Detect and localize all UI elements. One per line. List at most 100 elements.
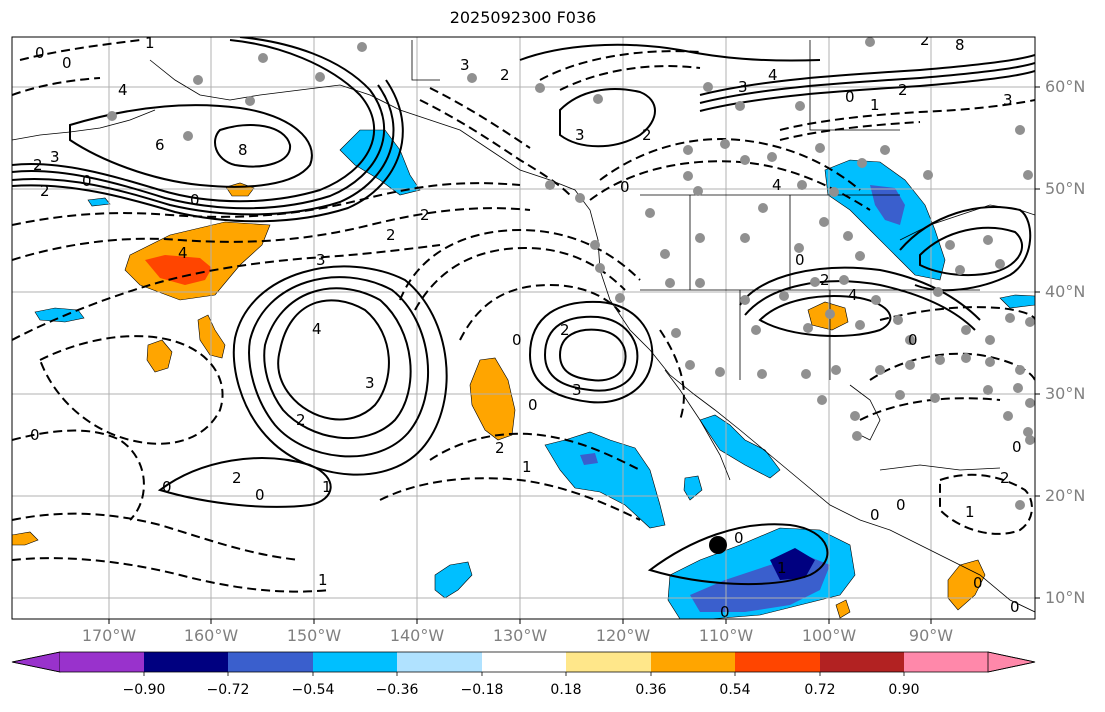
lon-label: 140°W <box>389 626 445 645</box>
contour-label: 3 <box>1003 91 1013 109</box>
lon-label: 110°W <box>698 626 754 645</box>
contour-label: 2 <box>40 182 50 200</box>
contour-label: 1 <box>777 559 787 577</box>
contour-label: 0 <box>528 396 538 414</box>
lon-label: 100°W <box>801 626 857 645</box>
contour-label: 2 <box>33 156 43 174</box>
colorbar-segment <box>566 652 651 672</box>
colorbar-label: 0.18 <box>550 682 582 698</box>
lon-label: 120°W <box>595 626 651 645</box>
contour-label: 2 <box>642 126 652 144</box>
very-strong-negative-shading <box>770 548 815 580</box>
colorbar-extend-high <box>987 651 1036 673</box>
contour-label: 0 <box>896 496 906 514</box>
contour-label: 0 <box>62 54 72 72</box>
contour-label: 6 <box>155 136 165 154</box>
contour-label: 0 <box>734 529 744 547</box>
contour-label: 3 <box>460 56 470 74</box>
contour-label: 2 <box>898 81 908 99</box>
colorbar-segment <box>144 652 228 672</box>
colorbar-segment <box>60 652 144 672</box>
colorbar-outline <box>11 651 1036 673</box>
contour-label: 1 <box>965 503 975 521</box>
lon-label: 160°W <box>183 626 239 645</box>
station-markers <box>107 37 1035 510</box>
contour-label: 3 <box>572 381 582 399</box>
contour-label: 8 <box>955 36 965 54</box>
contour-label: 2 <box>500 66 510 84</box>
contour-label: 0 <box>795 251 805 269</box>
contour-label: 0 <box>620 178 630 196</box>
contour-label: 3 <box>50 148 60 166</box>
contour-label: 0 <box>162 478 172 496</box>
contour-label: 4 <box>848 286 858 304</box>
lat-label: 30°N <box>1045 384 1086 403</box>
lon-label: 170°W <box>81 626 137 645</box>
colorbar-segment <box>482 652 566 672</box>
contour-label: 0 <box>973 574 983 592</box>
colorbar-label: 0.72 <box>804 682 836 698</box>
contour-label: 0 <box>30 426 40 444</box>
contour-label: 0 <box>720 603 730 621</box>
lat-label: 20°N <box>1045 486 1086 505</box>
lat-label: 50°N <box>1045 179 1086 198</box>
contour-label: 2 <box>296 411 306 429</box>
contour-label: 0 <box>190 191 200 209</box>
colorbar-label: 0.54 <box>719 682 751 698</box>
contour-label: 1 <box>322 478 332 496</box>
colorbar-extend-low <box>11 651 61 673</box>
contour-label: 4 <box>768 66 778 84</box>
colorbar-segment <box>820 652 904 672</box>
contour-label: 0 <box>255 486 265 504</box>
contour-label: 4 <box>178 244 188 262</box>
colorbar-label: −0.72 <box>206 682 250 698</box>
lat-label: 10°N <box>1045 588 1086 607</box>
contour-label: 0 <box>908 331 918 349</box>
map-frame-bg <box>12 37 1035 619</box>
colorbar <box>11 651 1036 676</box>
contour-label: 4 <box>772 176 782 194</box>
contour-label: 0 <box>845 88 855 106</box>
colorbar-segment <box>651 652 735 672</box>
contour-label: 3 <box>365 374 375 392</box>
contour-label: 2 <box>920 31 930 49</box>
strong-positive-shading <box>145 255 212 285</box>
contour-label: 1 <box>145 34 155 52</box>
contour-label: 3 <box>316 251 326 269</box>
contour-label: 0 <box>1012 438 1022 456</box>
contour-label: 4 <box>312 320 322 338</box>
solid-contours <box>12 37 1035 586</box>
contour-label: 2 <box>1000 469 1010 487</box>
contour-label: 0 <box>870 506 880 524</box>
contour-label: 1 <box>522 458 532 476</box>
storm-center-marker <box>709 536 727 554</box>
contour-label: 2 <box>560 321 570 339</box>
contour-label: 1 <box>318 571 328 589</box>
contour-label: 2 <box>232 469 242 487</box>
colorbar-segment <box>313 652 397 672</box>
colorbar-label: −0.36 <box>375 682 419 698</box>
contour-label: 2 <box>386 226 396 244</box>
colorbar-segment <box>397 652 482 672</box>
contour-label: 0 <box>82 172 92 190</box>
contour-label: 2 <box>495 439 505 457</box>
contour-label: 8 <box>238 141 248 159</box>
map-title: 2025092300 F036 <box>449 8 597 27</box>
colorbar-segment <box>904 652 988 672</box>
colorbar-label: 0.36 <box>635 682 667 698</box>
contour-label: 0 <box>1010 598 1020 616</box>
contour-label: 0 <box>35 44 45 62</box>
contour-label: 1 <box>870 96 880 114</box>
contour-label: 3 <box>575 126 585 144</box>
colorbar-label: −0.18 <box>460 682 504 698</box>
colorbar-label: −0.54 <box>291 682 335 698</box>
lon-label: 90°W <box>908 626 954 645</box>
axis-ticks <box>108 86 1040 624</box>
lat-label: 60°N <box>1045 77 1086 96</box>
lon-label: 130°W <box>492 626 548 645</box>
contour-label: 0 <box>512 331 522 349</box>
contour-label: 2 <box>420 206 430 224</box>
colorbar-segment <box>735 652 820 672</box>
contour-label: 4 <box>118 81 128 99</box>
